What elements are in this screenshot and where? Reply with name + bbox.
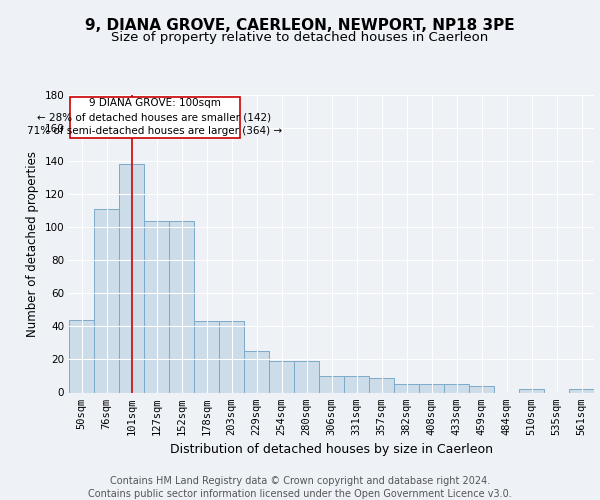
Bar [469,386,494,392]
Bar [169,220,194,392]
Bar [294,361,319,392]
Y-axis label: Number of detached properties: Number of detached properties [26,151,39,337]
Bar [344,376,369,392]
Bar [369,378,394,392]
Text: 9 DIANA GROVE: 100sqm
← 28% of detached houses are smaller (142)
71% of semi-det: 9 DIANA GROVE: 100sqm ← 28% of detached … [27,98,282,136]
Bar [69,320,94,392]
Bar [569,389,594,392]
Bar [319,376,344,392]
FancyBboxPatch shape [70,96,239,138]
Bar [269,361,294,392]
Bar [394,384,419,392]
X-axis label: Distribution of detached houses by size in Caerleon: Distribution of detached houses by size … [170,443,493,456]
Bar [119,164,144,392]
Bar [419,384,444,392]
Bar [194,322,219,392]
Text: Size of property relative to detached houses in Caerleon: Size of property relative to detached ho… [112,31,488,44]
Bar [219,322,244,392]
Bar [444,384,469,392]
Bar [144,220,169,392]
Text: 9, DIANA GROVE, CAERLEON, NEWPORT, NP18 3PE: 9, DIANA GROVE, CAERLEON, NEWPORT, NP18 … [85,18,515,32]
Bar [519,389,544,392]
Text: Contains HM Land Registry data © Crown copyright and database right 2024.: Contains HM Land Registry data © Crown c… [110,476,490,486]
Bar [94,209,119,392]
Bar [244,351,269,393]
Text: Contains public sector information licensed under the Open Government Licence v3: Contains public sector information licen… [88,489,512,499]
